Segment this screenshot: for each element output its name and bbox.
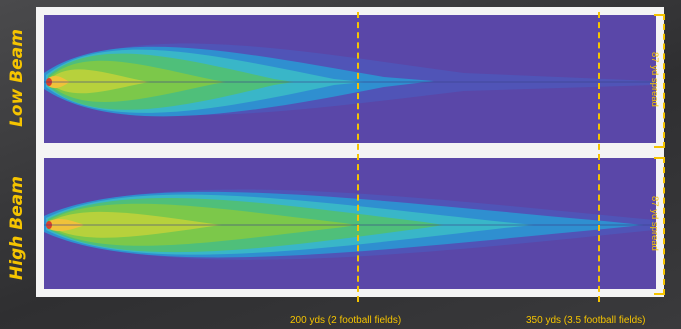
high-beam-pattern xyxy=(44,158,656,289)
low-beam-label: Low Beam xyxy=(7,29,27,127)
distance-marker-200 xyxy=(357,12,359,302)
low-beam-panel: 87 yd spread xyxy=(36,7,664,150)
low-beam-pattern xyxy=(44,15,656,143)
high-beam-label: High Beam xyxy=(7,176,28,280)
high-beam-label-container: High Beam xyxy=(0,158,34,298)
distance-label-350: 350 yds (3.5 football fields) xyxy=(526,315,646,326)
distance-marker-350 xyxy=(598,12,600,302)
high-beam-panel: 87 yd spread xyxy=(36,150,664,297)
low-beam-label-container: Low Beam xyxy=(0,8,34,148)
distance-label-200: 200 yds (2 football fields) xyxy=(290,315,402,326)
high-spread-bracket xyxy=(654,157,665,295)
low-spread-bracket xyxy=(654,14,665,148)
